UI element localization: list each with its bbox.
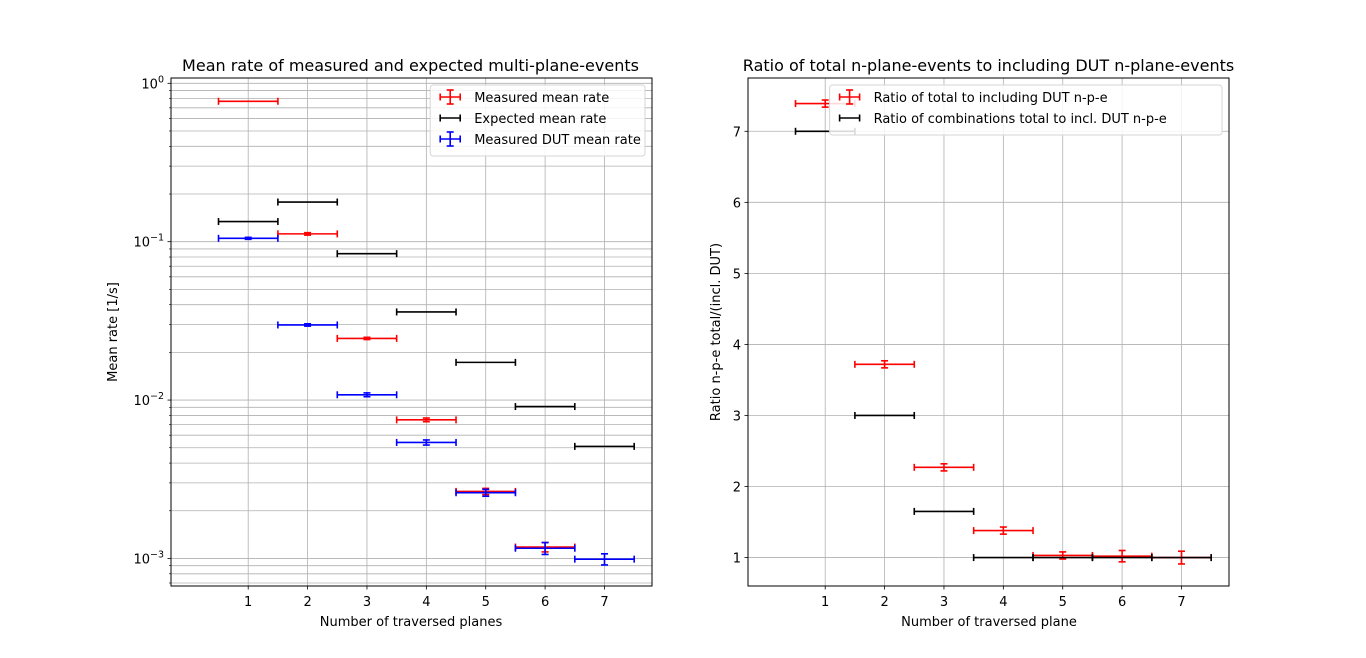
x-tick-label: 7 xyxy=(600,595,608,610)
y-tick-label: 1 xyxy=(733,552,741,567)
errorbar-point xyxy=(277,321,339,329)
errorbar-point xyxy=(854,359,916,369)
chart-left-ticks: 1 2 3 4 5 6 7 10−3 10−2 10−1 100 xyxy=(133,74,608,610)
x-tick-label: 1 xyxy=(244,595,252,610)
errorbar-point xyxy=(336,391,398,399)
errorbar-point xyxy=(854,411,916,419)
x-tick-label: 4 xyxy=(422,595,430,610)
errorbar-point xyxy=(913,507,975,515)
x-tick-label: 2 xyxy=(880,595,888,610)
chart-right-grid xyxy=(748,78,1229,586)
legend-box xyxy=(829,84,1223,136)
errorbar-point xyxy=(455,358,517,366)
y-tick-label: 6 xyxy=(733,196,741,211)
y-tick-label: 100 xyxy=(141,74,164,92)
errorbar-point xyxy=(574,552,635,566)
errorbar-point xyxy=(277,198,339,206)
chart-left-legend: Measured mean rate Expected mean rate Meas… xyxy=(429,84,646,157)
y-tick-label: 10−1 xyxy=(133,233,164,251)
legend-label: Ratio of total to including DUT n-p-e xyxy=(874,91,1108,106)
chart-left-xlabel: Number of traversed planes xyxy=(320,615,503,630)
y-tick-label: 10−2 xyxy=(133,391,164,409)
y-tick-label: 10−3 xyxy=(133,549,164,567)
y-tick-label: 2 xyxy=(733,481,741,496)
chart-right-xlabel: Number of traversed plane xyxy=(901,615,1077,630)
chart-left: Mean rate of measured and expected multi… xyxy=(106,56,653,630)
x-tick-label: 2 xyxy=(303,595,311,610)
y-tick-label: 5 xyxy=(733,267,741,282)
errorbar-point xyxy=(574,442,635,450)
errorbar-point xyxy=(395,308,457,316)
x-tick-label: 1 xyxy=(821,595,829,610)
legend-entry: Expected mean rate xyxy=(439,112,606,127)
chart-right-ticks: 1 2 3 4 5 6 7 1 2 3 4 5 6 7 xyxy=(733,125,1186,610)
chart-right-title: Ratio of total n-plane-events to includi… xyxy=(743,56,1234,75)
errorbar-point xyxy=(336,250,398,258)
chart-left-data xyxy=(217,97,635,566)
x-tick-label: 5 xyxy=(1059,595,1067,610)
chart-right: Ratio of total n-plane-events to includi… xyxy=(709,56,1234,630)
chart-right-frame xyxy=(747,77,1230,587)
errorbar-point xyxy=(972,526,1034,535)
errorbar-point xyxy=(1091,549,1153,563)
errorbar-point xyxy=(1151,554,1212,562)
errorbar-point xyxy=(217,234,279,242)
errorbar-point xyxy=(913,462,975,472)
x-tick-label: 3 xyxy=(363,595,371,610)
y-tick-label: 4 xyxy=(733,338,741,353)
y-tick-label: 7 xyxy=(733,125,741,140)
chart-right-ylabel: Ratio n-p-e total/(incl. DUT) xyxy=(709,243,724,421)
chart-left-ylabel: Mean rate [1/s] xyxy=(106,282,121,382)
chart-left-title: Mean rate of measured and expected multi… xyxy=(182,56,639,75)
x-tick-label: 4 xyxy=(999,595,1007,610)
errorbar-point xyxy=(217,218,279,226)
errorbar-point xyxy=(395,416,457,424)
x-tick-label: 7 xyxy=(1177,595,1185,610)
x-tick-label: 3 xyxy=(940,595,948,610)
legend-label: Ratio of combinations total to incl. DUT… xyxy=(874,112,1167,127)
legend-label: Measured DUT mean rate xyxy=(474,133,641,148)
chart-left-frame xyxy=(170,77,653,587)
chart-right-data xyxy=(794,99,1212,565)
errorbar-point xyxy=(217,97,279,105)
errorbar-point xyxy=(514,403,576,411)
legend-label: Expected mean rate xyxy=(474,112,606,127)
errorbar-point xyxy=(395,438,457,446)
chart-right-legend: Ratio of total to including DUT n-p-e Rat… xyxy=(829,84,1223,136)
chart-left-grid xyxy=(171,78,652,586)
errorbar-point xyxy=(455,488,517,498)
legend-entry: Measured mean rate xyxy=(439,89,609,106)
legend-entry: Ratio of combinations total to incl. DUT… xyxy=(838,112,1167,127)
errorbar-point xyxy=(514,541,576,556)
legend-entry: Measured DUT mean rate xyxy=(439,131,641,148)
errorbar-point xyxy=(336,334,398,342)
x-tick-label: 6 xyxy=(1118,595,1126,610)
x-tick-label: 6 xyxy=(541,595,549,610)
legend-box xyxy=(429,84,646,157)
legend-entry: Ratio of total to including DUT n-p-e xyxy=(838,89,1108,106)
y-tick-label: 3 xyxy=(733,409,741,424)
legend-label: Measured mean rate xyxy=(474,91,609,106)
x-tick-label: 5 xyxy=(482,595,490,610)
